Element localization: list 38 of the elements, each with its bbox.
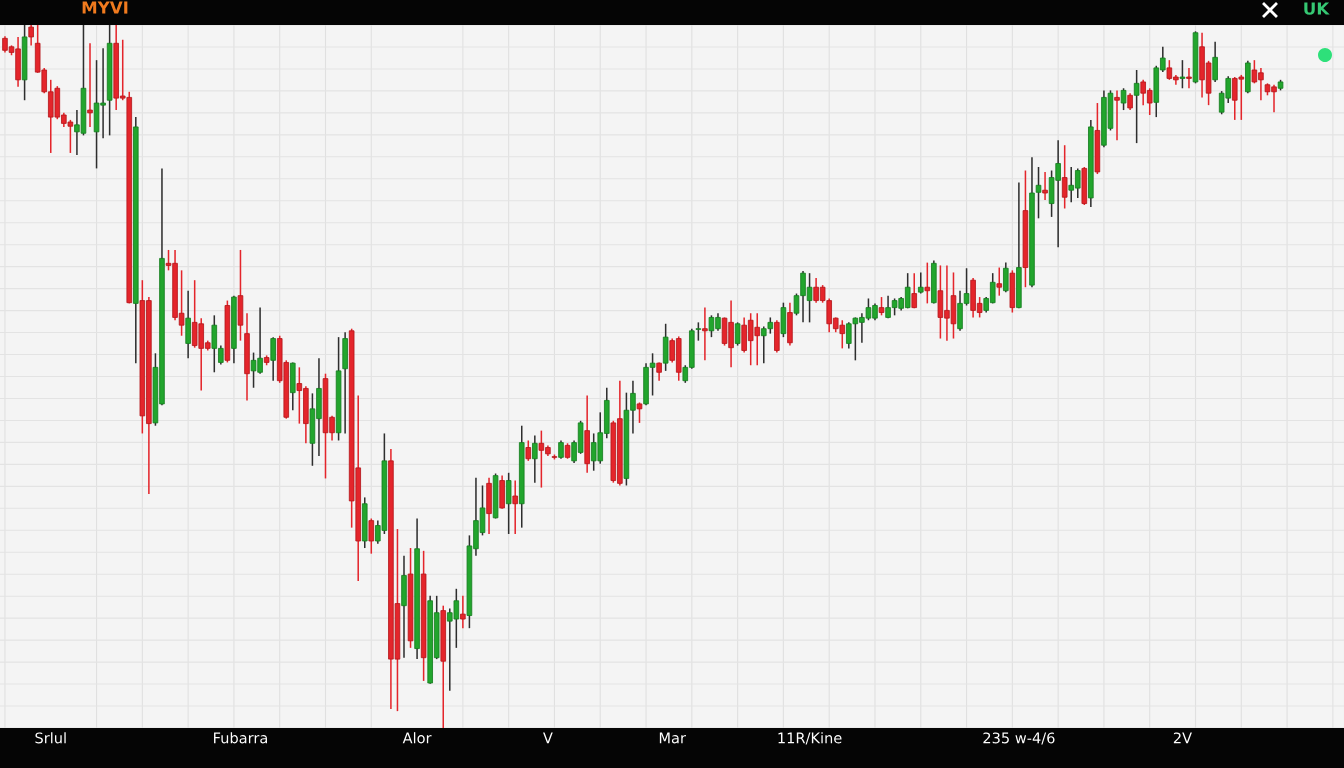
candlestick [911,272,917,310]
candlestick [695,321,702,342]
candlestick [368,517,375,555]
x-tick-label: 2V [1173,732,1192,744]
candlestick [996,266,1003,297]
candlestick [924,261,931,305]
candlestick [512,479,518,535]
x-tick-label: 235 w-4/6 [983,732,1055,745]
candlestick [702,306,708,362]
candlestick [1114,89,1120,142]
chart-title: MYVI [82,1,128,14]
x-tick-label: 11R/Kine [778,732,842,745]
candlestick [1212,41,1218,83]
x-tick-label: Fubarra [214,732,267,744]
candlestick [525,439,532,462]
text: UK [1304,2,1330,15]
candlestick [1003,261,1009,293]
candlestick [505,472,512,535]
x-tick-label: Alor [402,732,432,744]
x-tick-label: V [543,732,553,744]
candlestick [1186,67,1192,90]
candlestick [734,321,741,347]
candlestick [28,25,34,47]
candlestick [878,296,885,317]
candlestick [87,42,93,128]
candlestick [460,595,466,629]
x-tick-label: Srlul [35,732,66,744]
candlestick [1179,59,1186,90]
candlestick [1061,144,1068,210]
candlestick [270,336,276,382]
candlestick [1042,171,1048,201]
candlestick [532,434,538,484]
x-tick-label: Mar [659,732,686,744]
candlestick [918,271,924,295]
candlestick [1133,69,1140,144]
candlestick [558,439,564,460]
candlestick [1120,87,1127,111]
candlestick [656,361,662,382]
